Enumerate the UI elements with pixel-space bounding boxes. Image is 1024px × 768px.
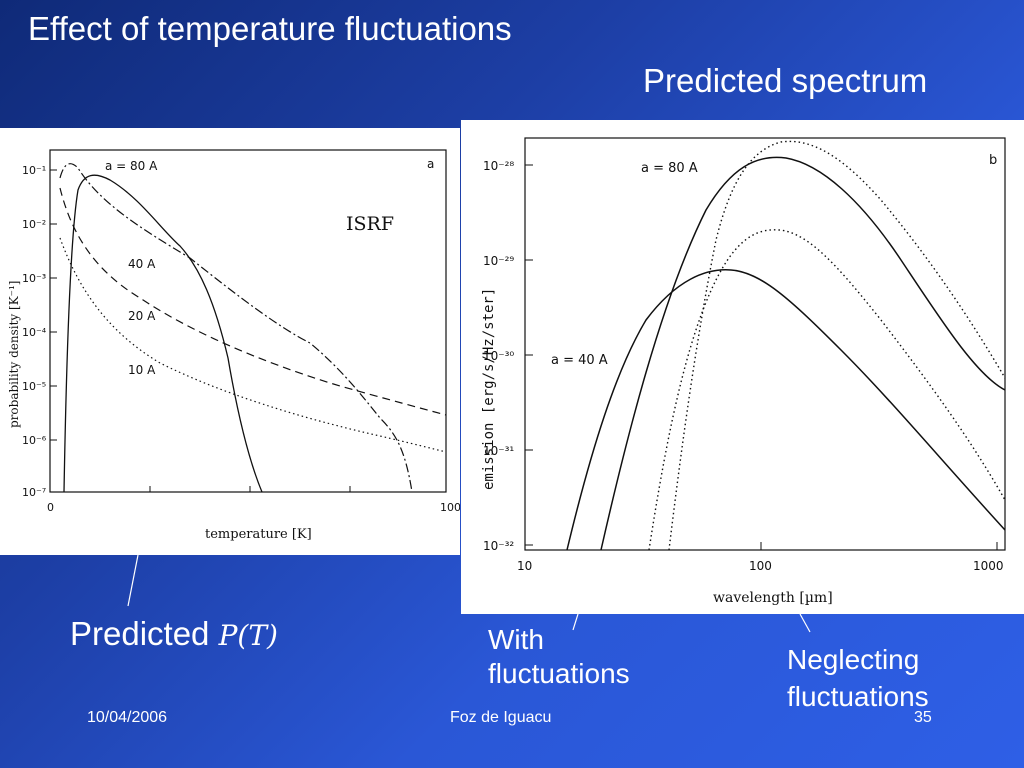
x-axis-label: temperature [K] <box>205 527 312 542</box>
plot-frame <box>524 137 1006 551</box>
caption-line: fluctuations <box>787 681 929 712</box>
panel-label: b <box>989 153 997 168</box>
y-tick-label: 10⁻⁵ <box>22 380 46 393</box>
y-tick-label: 10⁻³⁰ <box>483 349 514 363</box>
emission-spectrum-plot: 10⁻²⁸ 10⁻²⁹ 10⁻³⁰ 10⁻³¹ 10⁻³² 10 100 100… <box>481 137 1006 606</box>
curve-label-20a: 20 A <box>128 309 156 323</box>
y-axis-label: emission [erg/s/Hz/ster] <box>481 288 497 490</box>
x-tick-label: 100 <box>440 501 460 514</box>
y-tick-label: 10⁻²⁸ <box>483 159 514 173</box>
y-tick-label: 10⁻³ <box>22 272 46 285</box>
caption-predicted-pt: Predicted P(T) <box>70 615 278 653</box>
caption-predicted-label: Predicted <box>70 615 210 652</box>
probability-density-plot: 10⁻¹ 10⁻² 10⁻³ 10⁻⁴ 10⁻⁵ 10⁻⁶ 10⁻⁷ 0 100… <box>7 149 460 542</box>
spectrum-80a-with-fluctuations <box>600 156 1006 551</box>
curve-label-80a: a = 80 A <box>105 159 158 173</box>
y-tick-label: 10⁻² <box>22 218 46 231</box>
x-tick-label: 1000 <box>973 559 1004 573</box>
footer-date: 10/04/2006 <box>87 709 168 726</box>
axis-ticks <box>525 164 998 550</box>
caption-line: With <box>488 624 544 655</box>
y-tick-label: 10⁻⁴ <box>22 326 47 339</box>
callout-line-with <box>572 613 579 631</box>
y-tick-label: 10⁻³² <box>483 539 514 553</box>
x-axis-label: wavelength [µm] <box>713 590 833 606</box>
y-axis-label: probability density [K⁻¹] <box>7 281 21 429</box>
footer-venue: Foz de Iguacu <box>450 709 552 726</box>
x-tick-label: 10 <box>517 559 532 573</box>
curve-40a <box>59 163 413 493</box>
y-tick-label: 10⁻²⁹ <box>483 254 514 268</box>
caption-pt-math: P(T) <box>218 619 278 652</box>
caption-neglecting-fluctuations: Neglecting fluctuations <box>787 641 987 715</box>
spectrum-80a-neglecting-fluctuations <box>668 140 1006 551</box>
emission-spectrum-figure: 10⁻²⁸ 10⁻²⁹ 10⁻³⁰ 10⁻³¹ 10⁻³² 10 100 100… <box>461 120 1024 614</box>
spectrum-40a-neglecting-fluctuations <box>648 229 1006 551</box>
y-ticks <box>50 169 351 493</box>
footer-page-number: 35 <box>914 709 932 726</box>
curve-label-40a: 40 A <box>128 257 156 271</box>
curve-label-10a: 10 A <box>128 363 156 377</box>
slide-subtitle: Predicted spectrum <box>643 62 928 99</box>
curve-label-40a: a = 40 A <box>551 353 608 368</box>
plot-frame <box>49 149 447 493</box>
probability-density-figure: 10⁻¹ 10⁻² 10⁻³ 10⁻⁴ 10⁻⁵ 10⁻⁶ 10⁻⁷ 0 100… <box>0 128 460 555</box>
caption-line: fluctuations <box>488 658 630 689</box>
y-tick-label: 10⁻⁷ <box>22 486 46 499</box>
isrf-label: ISRF <box>346 213 394 235</box>
caption-with-fluctuations: With fluctuations <box>488 623 688 691</box>
caption-line: Neglecting <box>787 644 920 675</box>
y-tick-label: 10⁻⁶ <box>22 434 47 447</box>
callout-line-neglect <box>799 613 811 633</box>
callout-line-pt <box>127 554 139 607</box>
slide-title: Effect of temperature fluctuations <box>28 10 512 47</box>
spectrum-40a-with-fluctuations <box>566 269 1006 551</box>
y-tick-label: 10⁻¹ <box>22 164 46 177</box>
curve-80a <box>63 174 263 493</box>
panel-label: a <box>427 157 434 171</box>
curve-20a <box>59 187 447 416</box>
x-tick-label: 0 <box>47 501 54 514</box>
x-tick-label: 100 <box>749 559 772 573</box>
curve-label-80a: a = 80 A <box>641 161 698 176</box>
y-tick-label: 10⁻³¹ <box>483 444 514 458</box>
